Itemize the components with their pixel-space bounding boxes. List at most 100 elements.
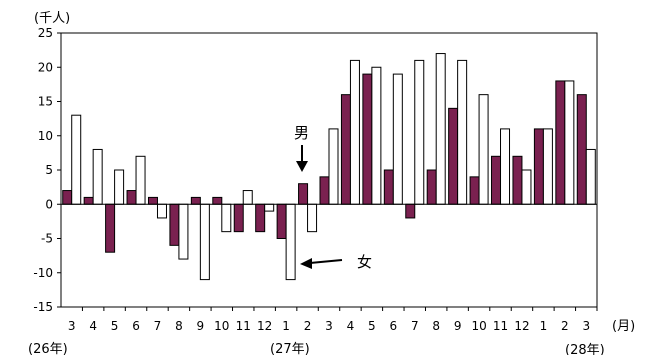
- bar-male-0: [62, 190, 73, 205]
- bar-male-20: [491, 155, 502, 205]
- x-tick-label: 5: [111, 319, 119, 333]
- y-tick-label: 5: [45, 163, 53, 177]
- bar-male-4: [147, 196, 158, 205]
- bar-male-2: [105, 203, 116, 253]
- x-tick-label: 3: [582, 319, 590, 333]
- bar-female-10: [285, 203, 296, 281]
- bar-female-3: [135, 155, 146, 205]
- annotation-male-label: 男: [294, 124, 309, 142]
- bar-male-3: [126, 190, 137, 205]
- bar-male-8: [233, 203, 244, 233]
- x-tick-label: 6: [132, 319, 140, 333]
- bar-female-23: [564, 80, 575, 205]
- y-axis: 25 20 15 10 5 0 -5 -10 -15: [33, 26, 61, 314]
- y-tick-label: 0: [45, 197, 53, 211]
- year-label-28: (28年): [565, 343, 605, 355]
- x-tick-label: 3: [68, 319, 76, 333]
- annotation-female-label: 女: [357, 253, 372, 271]
- bar-male-11: [298, 183, 309, 205]
- bar-male-10: [276, 203, 287, 239]
- bar-female-8: [242, 190, 253, 205]
- y-tick-label: -5: [41, 232, 53, 246]
- x-axis-unit: (月): [612, 319, 635, 334]
- bar-male-6: [190, 196, 201, 205]
- bar-female-18: [457, 59, 468, 205]
- annotation-male-arrow-head: [296, 161, 308, 172]
- x-tick-label: 2: [561, 319, 569, 333]
- x-axis: 3 4 5 6 7 8 9 10 11 12 1 2 3 4 5 6 7 8 9 10 11 12 1 2 3: [68, 307, 598, 333]
- x-tick-label: 8: [432, 319, 440, 333]
- y-tick-label: 20: [38, 60, 53, 74]
- annotation-female-arrow-shaft: [309, 259, 343, 264]
- x-tick-label: 1: [540, 319, 548, 333]
- x-tick-label: 9: [454, 319, 462, 333]
- bar-male-22: [533, 128, 544, 205]
- bar-male-5: [169, 203, 180, 246]
- bar-male-14: [362, 73, 373, 205]
- y-tick-label: 10: [38, 129, 53, 143]
- bar-male-13: [340, 94, 351, 205]
- x-tick-label: 11: [493, 319, 508, 333]
- y-tick-label: 15: [38, 95, 53, 109]
- bar-female-14: [371, 66, 382, 205]
- x-tick-label: 10: [214, 319, 229, 333]
- bars: [62, 53, 596, 281]
- bar-female-5: [178, 203, 189, 260]
- annotation-female-arrow-head: [300, 258, 312, 269]
- bar-female-19: [478, 94, 489, 205]
- x-tick-label: 6: [389, 319, 397, 333]
- bar-male-16: [405, 203, 416, 219]
- x-tick-label: 8: [175, 319, 183, 333]
- bar-female-6: [199, 203, 210, 281]
- bar-male-1: [83, 196, 94, 205]
- bar-male-12: [319, 176, 330, 205]
- x-tick-label: 12: [514, 319, 529, 333]
- y-tick-label: 25: [38, 26, 53, 40]
- bar-female-20: [500, 128, 511, 205]
- bar-female-2: [114, 169, 125, 205]
- bar-female-9: [264, 203, 275, 212]
- bar-female-16: [414, 59, 425, 205]
- bar-male-19: [469, 176, 480, 205]
- y-tick-label: -15: [33, 300, 53, 314]
- x-tick-label: 11: [236, 319, 251, 333]
- annotation-male: 男: [294, 124, 309, 172]
- bar-female-24: [585, 148, 596, 205]
- bar-male-21: [512, 155, 523, 205]
- x-tick-label: 10: [471, 319, 486, 333]
- bar-female-13: [349, 59, 360, 205]
- year-label-27: (27年): [270, 342, 310, 355]
- bar-male-18: [448, 107, 459, 205]
- bar-female-12: [328, 128, 339, 205]
- bar-female-1: [92, 148, 103, 205]
- x-tick-label: 7: [154, 319, 162, 333]
- year-label-26: (26年): [28, 342, 68, 355]
- bar-male-15: [383, 169, 394, 205]
- bar-male-17: [426, 169, 437, 205]
- x-tick-label: 5: [368, 319, 376, 333]
- bar-male-7: [212, 196, 223, 205]
- x-tick-label: 9: [197, 319, 205, 333]
- bar-female-21: [521, 169, 532, 205]
- x-tick-label: 4: [347, 319, 355, 333]
- x-tick-label: 12: [257, 319, 272, 333]
- bar-female-11: [307, 203, 318, 233]
- x-tick-label: 7: [411, 319, 419, 333]
- bar-male-24: [576, 94, 587, 205]
- bar-male-9: [255, 203, 266, 233]
- x-tick-label: 2: [304, 319, 312, 333]
- bar-male-23: [555, 80, 566, 205]
- bar-female-22: [542, 128, 553, 205]
- bar-female-17: [435, 53, 446, 205]
- y-axis-label: (千人): [34, 11, 70, 26]
- bar-female-4: [156, 203, 167, 219]
- x-tick-label: 4: [89, 319, 97, 333]
- y-tick-label: -10: [33, 266, 53, 280]
- bar-female-15: [392, 73, 403, 205]
- bar-female-0: [71, 114, 82, 205]
- x-tick-label: 3: [325, 319, 333, 333]
- bar-female-7: [221, 203, 232, 233]
- annotation-female: 女: [300, 253, 372, 271]
- x-tick-label: 1: [282, 319, 290, 333]
